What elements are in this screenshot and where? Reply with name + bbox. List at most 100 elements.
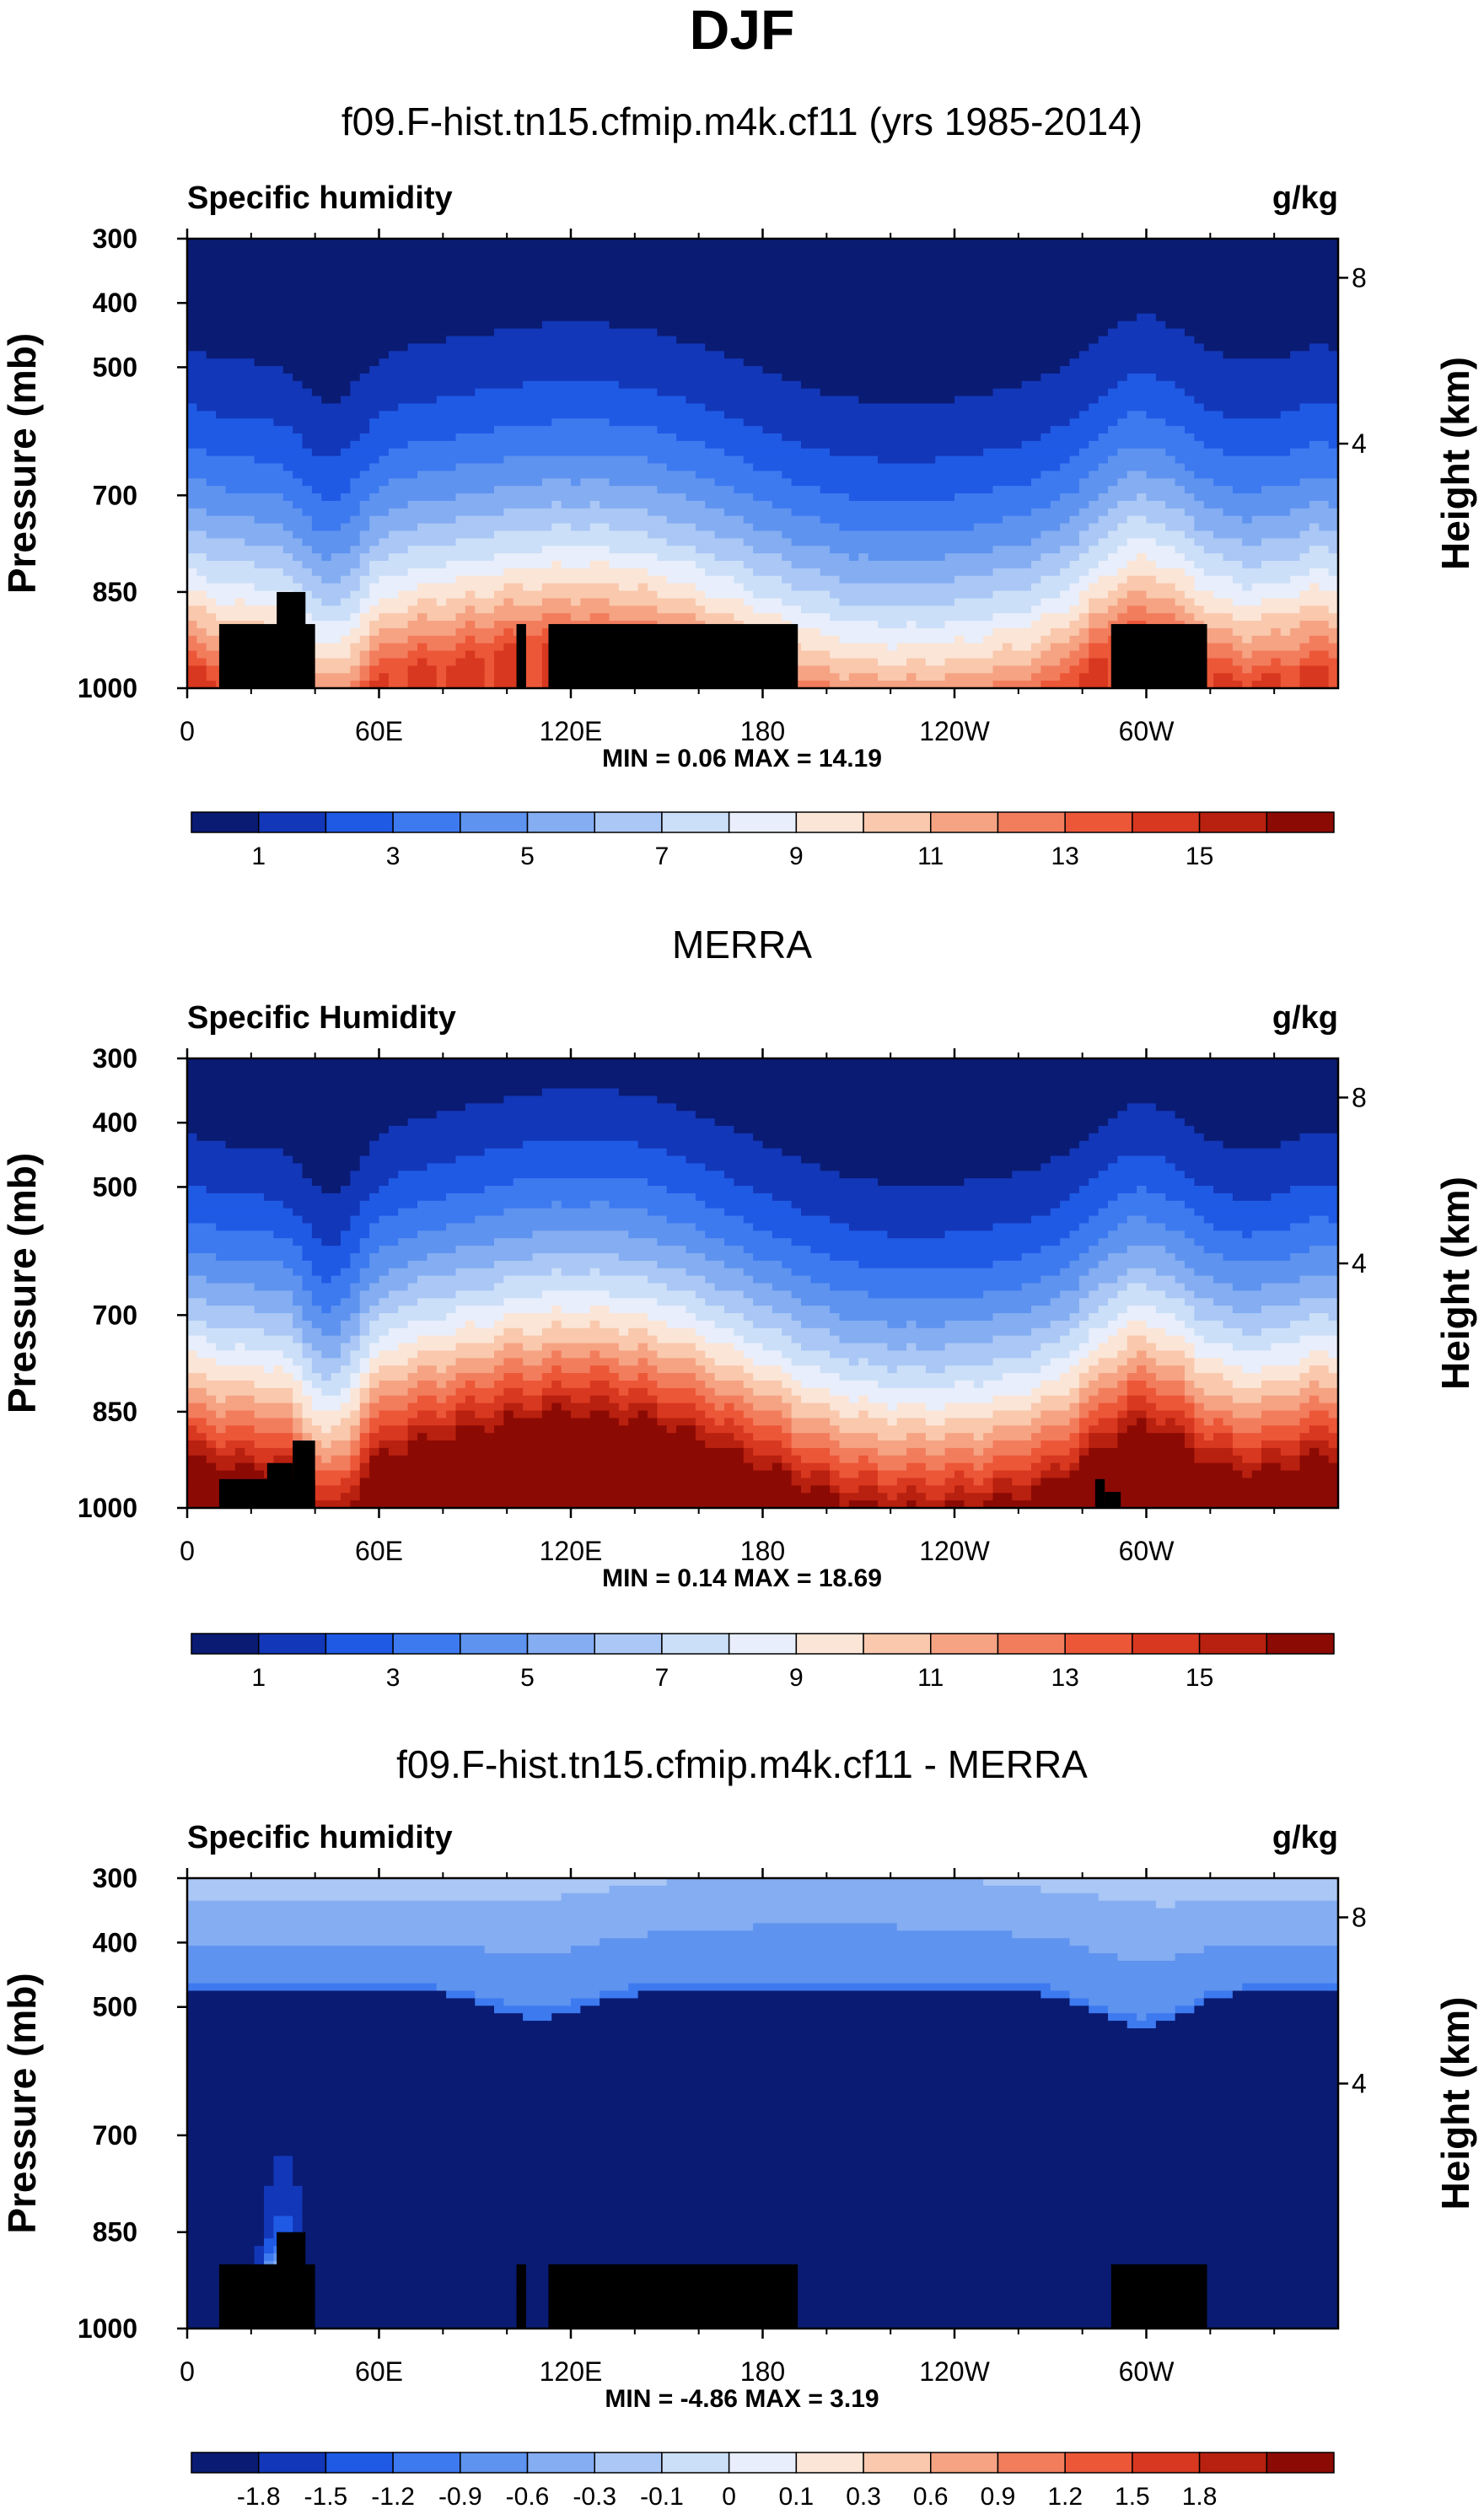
contour-cell <box>1242 1230 1253 1239</box>
contour-cell <box>791 1335 841 1344</box>
contour-cell <box>916 1485 955 1494</box>
contour-cell <box>1194 1350 1310 1359</box>
contour-cell <box>1261 1462 1282 1472</box>
contour-cell <box>589 1200 610 1209</box>
contour-cell <box>187 1178 313 1187</box>
contour-cell <box>359 1155 457 1164</box>
contour-cell <box>216 1410 227 1419</box>
contour-cell <box>551 500 562 509</box>
contour-cell <box>494 530 648 539</box>
contour-cell <box>187 665 207 674</box>
contour-cell <box>494 1350 552 1359</box>
contour-cell <box>407 1403 457 1412</box>
colorbar-box <box>1198 811 1268 833</box>
contour-cell <box>359 1425 370 1434</box>
contour-cell <box>523 1403 543 1412</box>
contour-cell <box>1089 1178 1195 1187</box>
contour-cell <box>1185 1298 1214 1306</box>
colorbar-box <box>863 1633 932 1655</box>
colorbar-box <box>1198 2452 1268 2474</box>
contour-cell <box>293 1290 313 1299</box>
contour-cell <box>1078 1380 1089 1389</box>
contour-cell <box>264 2193 304 2202</box>
contour-cell <box>1146 1283 1186 1291</box>
contour-cell <box>350 1462 361 1472</box>
contour-cell <box>705 1252 754 1262</box>
contour-cell <box>686 493 754 502</box>
contour-cell <box>1261 1425 1310 1434</box>
contour-cell <box>1280 681 1301 688</box>
contour-cell <box>331 1455 351 1464</box>
contour-cell <box>455 643 504 652</box>
contour-cell <box>407 621 466 629</box>
contour-cell <box>551 1306 562 1314</box>
contour-cell <box>350 681 361 688</box>
contour-cell <box>187 553 207 562</box>
contour-cell <box>1108 426 1186 434</box>
contour-cell <box>350 1335 361 1344</box>
contour-cell <box>359 1478 793 1486</box>
contour-cell <box>311 1358 351 1366</box>
contour-cell <box>992 1260 1071 1269</box>
contour-cell <box>302 627 351 637</box>
contour-cell <box>187 313 1137 322</box>
contour-cell <box>523 665 543 674</box>
contour-cell <box>427 643 457 652</box>
contour-cell <box>1175 380 1338 390</box>
contour-cell <box>311 546 351 554</box>
contour-cell <box>1021 380 1118 390</box>
contour-cell <box>379 1275 418 1284</box>
contour-cell <box>810 1275 1041 1284</box>
contour-cell <box>1040 650 1071 660</box>
contour-cell <box>1089 1246 1128 1254</box>
contour-cell <box>273 2171 293 2179</box>
colorbar-label: 0.6 <box>913 2483 949 2509</box>
contour-cell <box>571 1998 600 2006</box>
contour-cell <box>791 1425 841 1434</box>
contour-cell <box>743 1440 782 1449</box>
contour-cell <box>350 440 409 450</box>
contour-cell <box>264 2185 304 2194</box>
contour-cell <box>1203 1335 1301 1344</box>
contour-cell <box>1040 665 1071 674</box>
y-tick-label: 400 <box>93 288 137 318</box>
contour-cell <box>1089 471 1128 479</box>
contour-cell <box>407 1387 457 1397</box>
contour-cell <box>302 1335 351 1344</box>
contour-cell <box>350 1290 361 1299</box>
y2-tick-label: 8 <box>1352 1082 1367 1112</box>
contour-cell <box>571 1946 1089 1954</box>
contour-cell <box>1117 1380 1128 1389</box>
contour-cell <box>187 366 284 374</box>
contour-cell <box>1309 583 1320 592</box>
contour-cell <box>1078 478 1118 487</box>
contour-cell <box>187 2043 1338 2052</box>
contour-cell <box>1299 621 1330 629</box>
contour-cell <box>187 568 197 577</box>
contour-cell <box>753 1358 793 1366</box>
contour-cell <box>369 658 380 666</box>
contour-cell <box>839 1171 1013 1179</box>
contour-cell <box>1050 1462 1061 1472</box>
contour-cell <box>1242 1470 1253 1479</box>
contour-cell <box>810 1470 831 1479</box>
contour-cell <box>216 1462 236 1472</box>
contour-cell <box>1194 1238 1338 1246</box>
contour-cell <box>1117 448 1166 457</box>
colorbar-label: -0.1 <box>640 2483 684 2509</box>
contour-cell <box>302 1500 351 1508</box>
colorbar-box <box>1266 1633 1335 1655</box>
contour-cell <box>1089 1410 1118 1419</box>
contour-cell <box>187 598 217 606</box>
contour-cell <box>350 380 524 390</box>
contour-cell <box>388 1125 734 1134</box>
contour-cell <box>293 1387 304 1397</box>
contour-cell <box>992 650 1041 660</box>
contour-cell <box>906 1343 917 1352</box>
contour-cell <box>264 1327 304 1337</box>
contour-cell <box>1203 1387 1301 1397</box>
contour-cell <box>571 1410 591 1419</box>
contour-cell <box>187 358 255 367</box>
contour-cell <box>695 1313 745 1322</box>
colorbar-label: 11 <box>917 1664 944 1692</box>
